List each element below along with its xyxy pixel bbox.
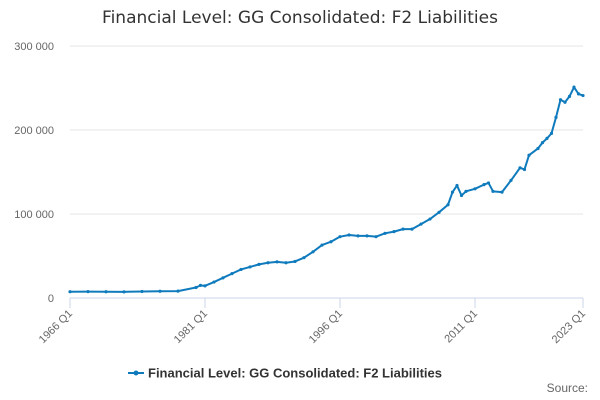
x-tick-label: 1981 Q1 [172, 308, 210, 346]
data-point [122, 290, 126, 294]
data-point [567, 94, 572, 98]
y-tick-label: 100 000 [14, 209, 54, 221]
data-point [158, 289, 162, 293]
data-point [500, 190, 504, 194]
series-layer [68, 85, 585, 294]
data-point [464, 189, 468, 193]
data-point [540, 141, 545, 145]
data-point [459, 193, 464, 198]
data-point [221, 276, 225, 280]
data-point [437, 210, 441, 214]
y-tick-label: 200 000 [14, 125, 54, 137]
data-point [572, 85, 576, 89]
data-point [374, 235, 378, 239]
data-point [293, 259, 297, 264]
y-axis-ticks: 0 100 000 200 000 300 000 [14, 41, 54, 305]
data-point [104, 290, 108, 294]
data-point [563, 100, 567, 104]
data-point [194, 285, 198, 290]
data-point [329, 240, 333, 244]
x-axis: 1966 Q1 1981 Q1 1996 Q1 2011 Q1 2023 Q1 [37, 297, 588, 346]
data-point [275, 260, 279, 264]
x-tick-label: 2023 Q1 [550, 308, 588, 346]
data-point [410, 227, 414, 231]
series-line [69, 86, 584, 293]
source-label: Source: [546, 381, 588, 395]
data-point [536, 146, 540, 151]
data-point [545, 136, 549, 140]
data-point [455, 183, 459, 188]
data-point [320, 243, 324, 247]
data-point [509, 178, 513, 182]
legend-label: Financial Level: GG Consolidated: F2 Lia… [148, 366, 442, 381]
data-point [558, 98, 563, 102]
data-point [482, 183, 486, 187]
data-point [486, 181, 491, 185]
y-tick-label: 0 [48, 293, 54, 305]
legend[interactable]: Financial Level: GG Consolidated: F2 Lia… [128, 366, 442, 381]
x-tick-label: 2011 Q1 [442, 308, 480, 346]
data-point [338, 235, 342, 239]
data-point [257, 262, 261, 266]
data-point [522, 167, 527, 172]
data-point [549, 131, 554, 135]
data-point [347, 233, 351, 237]
data-point [86, 290, 90, 294]
data-point [198, 283, 203, 287]
data-point [239, 267, 243, 272]
data-point [140, 289, 144, 294]
chart-title: Financial Level: GG Consolidated: F2 Lia… [102, 8, 498, 28]
data-point [356, 234, 360, 238]
data-point [203, 284, 207, 288]
data-point [419, 222, 423, 226]
data-point [446, 203, 450, 207]
data-point [266, 261, 270, 265]
data-point [230, 272, 234, 276]
data-point [527, 153, 531, 157]
data-point [68, 290, 72, 294]
data-point [450, 190, 455, 194]
data-point [401, 227, 405, 231]
data-point [491, 189, 495, 193]
x-tick-label: 1996 Q1 [307, 308, 345, 346]
data-point [302, 256, 306, 260]
data-point [518, 166, 522, 170]
data-point [284, 261, 288, 265]
data-point [581, 93, 585, 98]
data-point [383, 231, 387, 235]
legend-marker [133, 370, 139, 376]
y-tick-label: 300 000 [14, 41, 54, 53]
data-point [473, 187, 477, 191]
data-point [428, 217, 432, 221]
data-point [576, 92, 581, 96]
data-point [311, 250, 315, 254]
x-tick-label: 1966 Q1 [37, 308, 75, 346]
data-point [392, 230, 396, 234]
gridlines [70, 45, 583, 215]
data-point [554, 115, 558, 119]
data-point [248, 265, 252, 269]
data-point [212, 280, 216, 284]
data-point [365, 234, 369, 238]
data-point [176, 289, 180, 293]
